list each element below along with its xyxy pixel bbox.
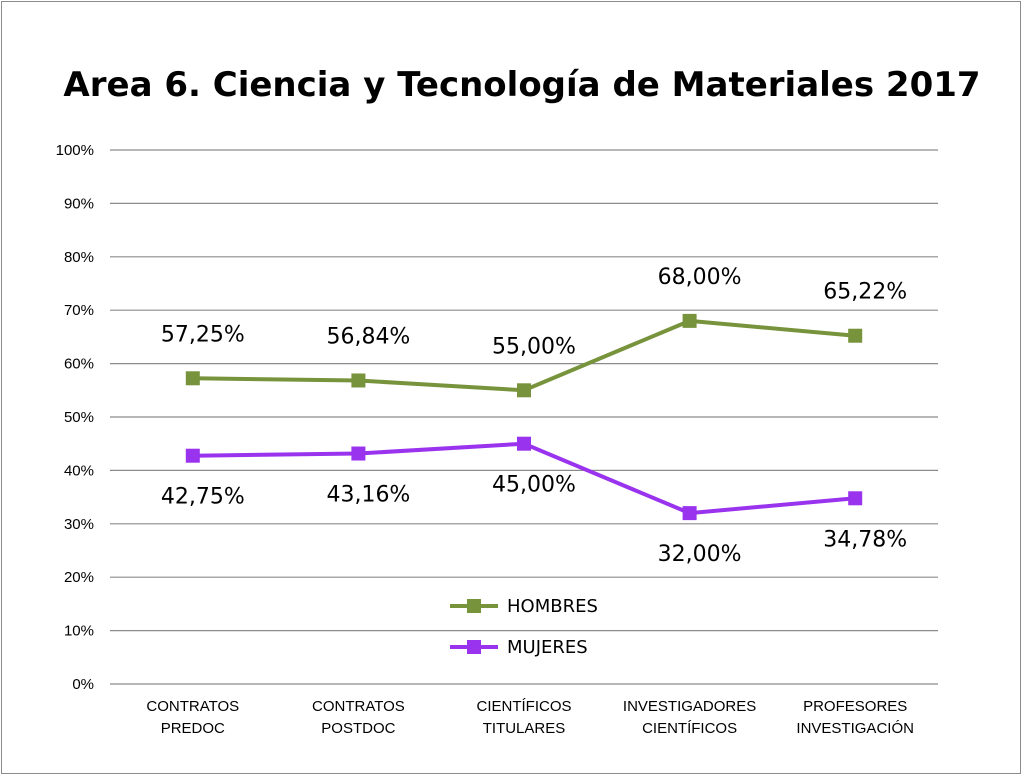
legend-marker-mujeres <box>467 640 481 654</box>
x-tick-label: PROFESORES INVESTIGACIÓN <box>796 698 914 737</box>
data-label: 32,00% <box>658 542 742 567</box>
y-axis-ticks: 0% 10% 20% 30% 40% 50% 60% 70% 80% 90% 100% <box>56 142 94 693</box>
x-tick-label: INVESTIGADORES CIENTÍFICOS <box>623 698 756 737</box>
data-point-hombres <box>848 328 863 343</box>
data-label: 56,84% <box>326 324 410 349</box>
data-label: 42,75% <box>161 485 245 510</box>
data-label: 57,25% <box>161 322 245 347</box>
data-point-hombres <box>351 373 366 388</box>
legend-marker-hombres <box>467 599 481 613</box>
y-tick-label: 80% <box>64 249 94 266</box>
legend-label-mujeres: MUJERES <box>507 637 588 658</box>
x-tick-label: CONTRATOS PREDOC <box>146 698 239 737</box>
chart-title: Area 6. Ciencia y Tecnología de Material… <box>63 65 980 105</box>
y-tick-label: 50% <box>64 409 94 426</box>
data-point-mujeres <box>682 506 697 521</box>
legend-label-hombres: HOMBRES <box>507 596 598 617</box>
data-point-hombres <box>682 313 697 328</box>
y-tick-label: 0% <box>72 676 94 693</box>
data-label: 43,16% <box>326 483 410 508</box>
y-tick-label: 20% <box>64 569 94 586</box>
data-point-hombres <box>185 371 200 386</box>
y-tick-label: 40% <box>64 462 94 479</box>
data-point-mujeres <box>848 491 863 506</box>
y-tick-label: 100% <box>56 142 94 159</box>
data-point-mujeres <box>351 446 366 461</box>
x-tick-label: CIENTÍFICOS TITULARES <box>476 698 571 737</box>
data-label: 68,00% <box>658 265 742 290</box>
data-label: 55,00% <box>492 334 576 359</box>
x-tick-label: CONTRATOS POSTDOC <box>312 698 405 737</box>
data-label: 45,00% <box>492 473 576 498</box>
y-tick-label: 60% <box>64 356 94 373</box>
legend: HOMBRES MUJERES <box>450 596 598 658</box>
x-axis-ticks: CONTRATOS PREDOC CONTRATOS POSTDOC CIENTÍFIC… <box>146 698 914 737</box>
y-tick-label: 90% <box>64 195 94 212</box>
data-point-mujeres <box>185 448 200 463</box>
y-tick-label: 30% <box>64 516 94 533</box>
y-tick-label: 70% <box>64 302 94 319</box>
data-label: 34,78% <box>823 527 907 552</box>
gridlines <box>110 149 938 685</box>
y-tick-label: 10% <box>64 623 94 640</box>
data-point-mujeres <box>517 436 531 451</box>
series-layer <box>185 313 863 521</box>
data-label: 65,22% <box>823 280 907 305</box>
data-point-hombres <box>517 383 531 398</box>
data-labels: 57,25% 56,84% 55,00% 68,00% 65,22% 42,75% 43,1… <box>161 265 907 567</box>
